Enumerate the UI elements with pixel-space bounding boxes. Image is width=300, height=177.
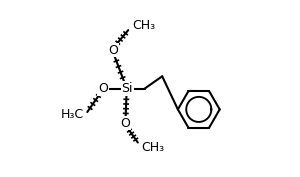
- Text: O: O: [109, 44, 118, 57]
- Text: Si: Si: [122, 82, 133, 95]
- Text: CH₃: CH₃: [141, 141, 164, 154]
- Text: O: O: [98, 82, 108, 95]
- Text: O: O: [121, 117, 130, 130]
- Text: H₃C: H₃C: [61, 108, 84, 121]
- Text: CH₃: CH₃: [133, 19, 156, 32]
